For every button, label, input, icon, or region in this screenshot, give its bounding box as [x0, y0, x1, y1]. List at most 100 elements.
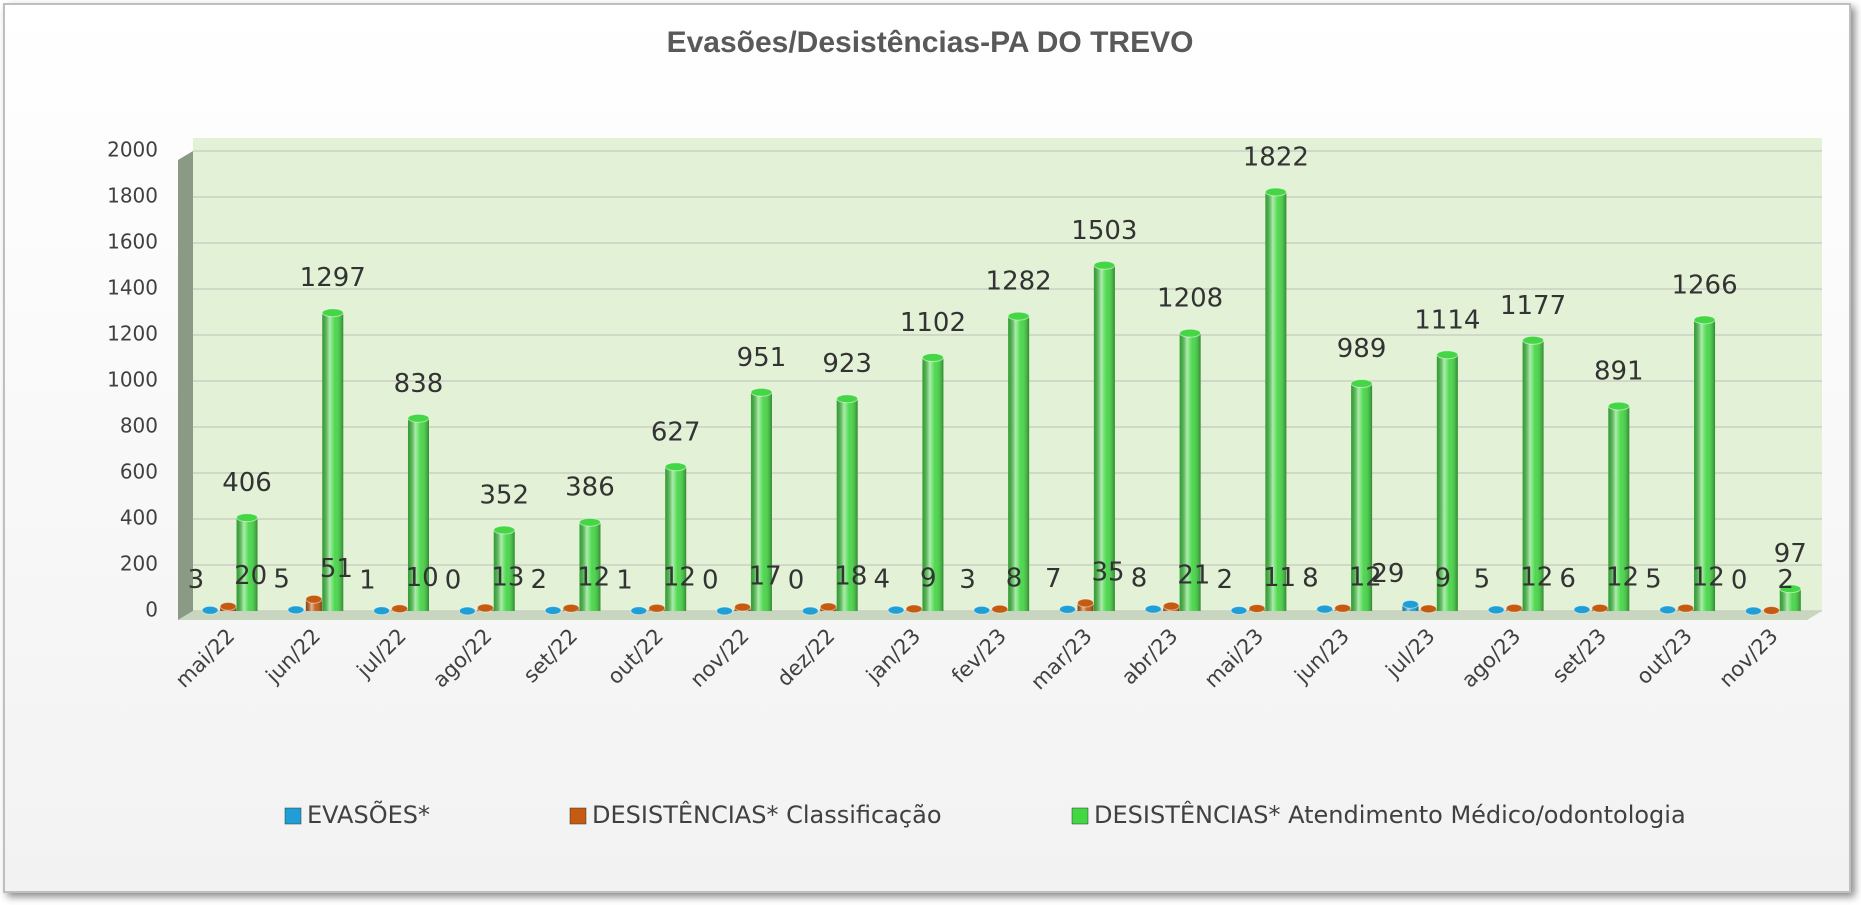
bar-cap [476, 603, 494, 613]
bar-cap [819, 602, 837, 612]
bar-cap [1077, 598, 1095, 608]
bar-cap [905, 604, 923, 614]
data-label: 989 [1337, 334, 1387, 364]
bar-shading [1522, 340, 1544, 611]
data-label: 12 [1520, 563, 1553, 593]
data-label: 406 [222, 468, 272, 498]
bar-shading [236, 517, 258, 611]
y-tick-label: 1600 [107, 230, 158, 254]
bar-cap [1419, 604, 1437, 614]
data-label: 2 [1777, 565, 1794, 595]
side-wall [178, 151, 193, 620]
data-label: 9 [1434, 563, 1451, 593]
data-label: 627 [651, 417, 701, 447]
data-label: 9 [920, 563, 937, 593]
y-tick-label: 800 [120, 414, 158, 438]
data-label: 1 [359, 565, 376, 595]
data-label: 891 [1594, 357, 1644, 387]
bar-cap [1179, 328, 1202, 338]
legend-swatch [569, 807, 587, 825]
legend-label: EVASÕES* [307, 799, 430, 829]
data-label: 8 [1131, 564, 1148, 594]
data-label: 1503 [1071, 216, 1137, 246]
y-tick-label: 200 [120, 552, 158, 576]
data-label: 3 [188, 565, 205, 595]
data-label: 17 [749, 562, 782, 592]
bar-shading [1608, 406, 1630, 611]
bar-cap [1401, 599, 1419, 609]
y-tick-label: 0 [145, 598, 158, 622]
bar-cap [201, 605, 219, 615]
data-label: 29 [1371, 559, 1404, 589]
bar-shading [579, 522, 601, 611]
data-label: 12 [577, 563, 610, 593]
data-label: 5 [273, 564, 290, 594]
data-label: 2 [1216, 565, 1233, 595]
data-label: 2 [531, 565, 548, 595]
bar-cap [458, 606, 476, 616]
bar-shading [1436, 354, 1458, 611]
data-label: 923 [822, 349, 872, 379]
bar-cap [1230, 606, 1248, 616]
bar-cap [493, 525, 516, 535]
bar-shading [1779, 588, 1801, 611]
bar-shading [1694, 319, 1716, 611]
bar-cap [716, 606, 734, 616]
bar-cap [1659, 605, 1677, 615]
y-tick-label: 400 [120, 506, 158, 530]
data-label: 838 [394, 369, 444, 399]
bar-cap [630, 606, 648, 616]
bar-cap [921, 353, 944, 363]
bar-cap [750, 387, 773, 397]
data-label: 1297 [300, 263, 366, 293]
bar-shading [407, 418, 429, 611]
bar-shading [1351, 383, 1373, 611]
bar-cap [578, 517, 601, 527]
bar-cap [1248, 603, 1266, 613]
data-label: 0 [702, 566, 719, 596]
bar-cap [219, 601, 237, 611]
y-tick-label: 1200 [107, 322, 158, 346]
data-label: 12 [1692, 563, 1725, 593]
bar-cap [1693, 315, 1716, 325]
data-label: 5 [1645, 564, 1662, 594]
data-label: 51 [320, 554, 353, 584]
data-label: 1266 [1671, 270, 1737, 300]
y-tick-label: 2000 [107, 138, 158, 162]
legend-label: DESISTÊNCIAS* Atendimento Médico/odontol… [1094, 800, 1686, 829]
bar-shading [1008, 316, 1030, 611]
data-label: 1 [616, 565, 633, 595]
bar-cap [664, 462, 687, 472]
bar-shading [305, 599, 322, 611]
chart-title: Evasões/Desistências-PA DO TREVO [667, 26, 1194, 59]
data-label: 1114 [1414, 305, 1480, 335]
bar-cap [562, 603, 580, 613]
data-label: 1177 [1500, 291, 1566, 321]
data-label: 4 [873, 565, 890, 595]
bar-cap [734, 602, 752, 612]
bar-cap [373, 606, 391, 616]
bar-shading [665, 466, 687, 611]
bar-shading [1093, 265, 1115, 611]
data-label: 10 [406, 563, 439, 593]
bar-cap [236, 513, 259, 523]
data-label: 1822 [1243, 142, 1309, 172]
data-label: 12 [663, 563, 696, 593]
bar-cap [544, 606, 562, 616]
data-label: 1282 [986, 267, 1052, 297]
bar-cap [1522, 335, 1545, 345]
legend-swatch [284, 807, 302, 825]
bar-cap [1093, 260, 1116, 270]
bar-cap [1350, 379, 1373, 389]
bar-cap [1677, 603, 1695, 613]
bar-cap [1607, 401, 1630, 411]
bar-cap [1059, 604, 1077, 614]
bar-cap [391, 604, 409, 614]
bar-cap [1436, 350, 1459, 360]
y-tick-label: 1800 [107, 184, 158, 208]
bar-cap [1744, 606, 1762, 616]
bar-shading [493, 530, 515, 611]
bar-cap [1779, 584, 1802, 594]
bar-cap [648, 603, 666, 613]
